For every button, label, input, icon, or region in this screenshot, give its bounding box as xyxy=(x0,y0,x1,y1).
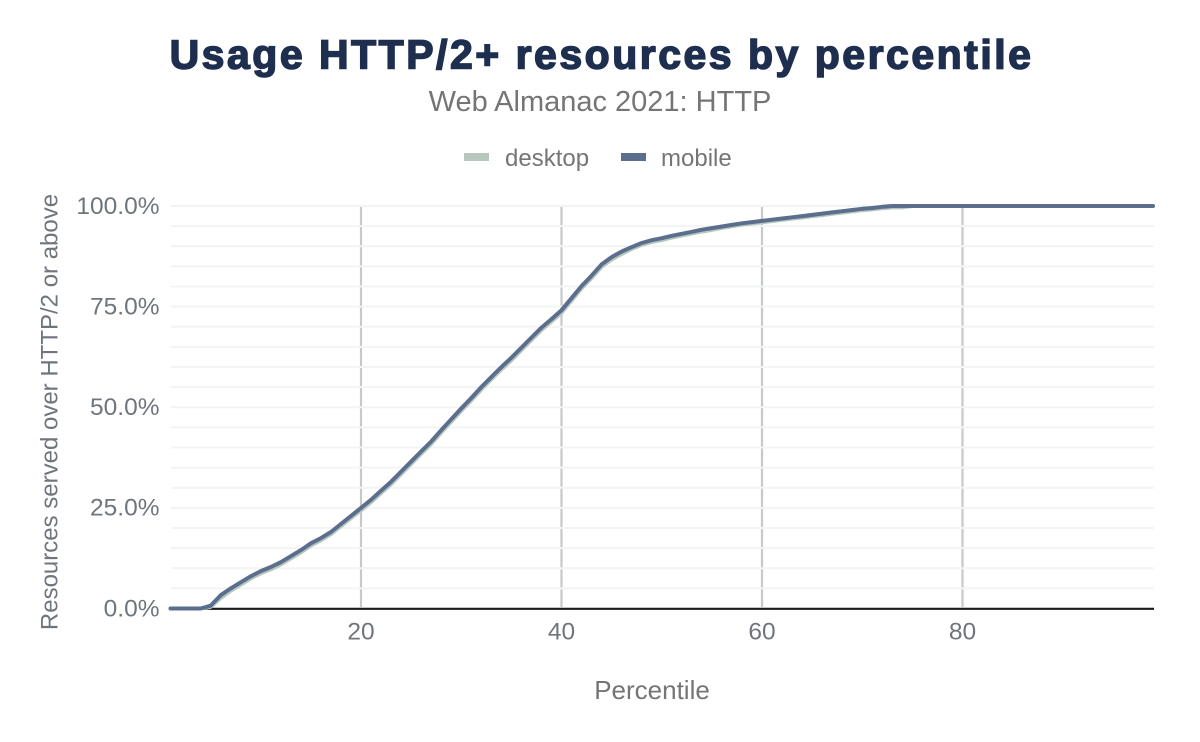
svg-text:Percentile: Percentile xyxy=(594,675,710,705)
svg-text:75.0%: 75.0% xyxy=(90,293,159,320)
svg-text:50.0%: 50.0% xyxy=(90,394,159,421)
svg-text:desktop: desktop xyxy=(505,145,589,172)
svg-text:Resources served over HTTP/2 o: Resources served over HTTP/2 or above xyxy=(36,194,63,630)
svg-text:mobile: mobile xyxy=(661,145,732,172)
svg-text:Usage HTTP/2+ resources by per: Usage HTTP/2+ resources by percentile xyxy=(170,32,1034,78)
svg-text:100.0%: 100.0% xyxy=(76,193,159,220)
svg-text:20: 20 xyxy=(347,619,374,646)
svg-text:Web Almanac 2021: HTTP: Web Almanac 2021: HTTP xyxy=(429,86,772,118)
svg-text:25.0%: 25.0% xyxy=(90,495,159,522)
svg-text:80: 80 xyxy=(949,619,976,646)
svg-text:40: 40 xyxy=(548,619,575,646)
svg-text:60: 60 xyxy=(748,619,775,646)
svg-text:0.0%: 0.0% xyxy=(104,595,160,622)
